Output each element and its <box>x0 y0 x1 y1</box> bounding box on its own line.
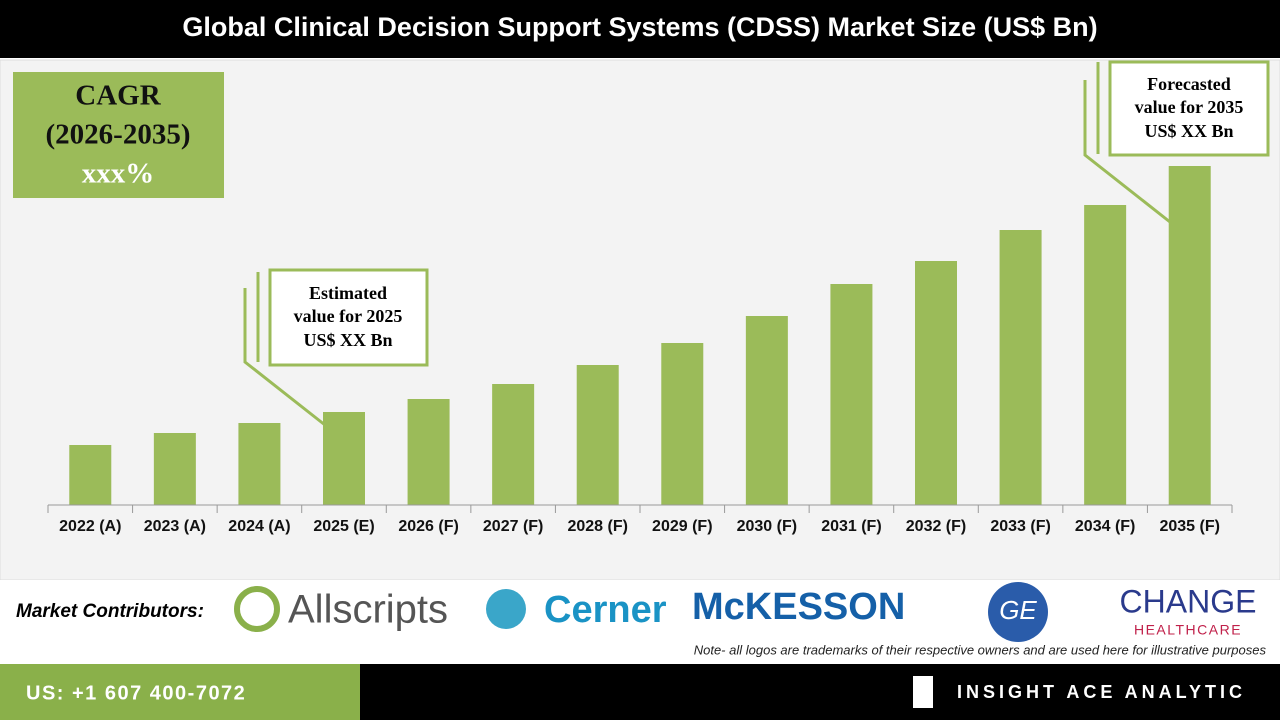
x-tick-label: 2035 (F) <box>1159 518 1219 535</box>
callout-text: value for 2035 <box>1135 97 1244 117</box>
logo: Cerner <box>544 589 667 631</box>
x-tick-label: 2025 (E) <box>313 518 374 535</box>
logo: CHANGE <box>1120 583 1257 619</box>
cagr-value: xxx% <box>82 158 155 190</box>
logo: McKESSON <box>692 586 905 628</box>
logo: GE <box>999 595 1037 625</box>
bars: 2022 (A) 2023 (A) 2024 (A) 2025 (E) 2026 (F)… <box>47 166 1233 535</box>
phone-band <box>0 664 360 720</box>
bar <box>238 423 281 505</box>
bar <box>1168 166 1211 505</box>
logo: Allscripts <box>288 588 448 632</box>
logo-icon <box>988 582 1048 642</box>
x-tick-label: 2023 (A) <box>144 518 206 535</box>
bar <box>915 261 957 505</box>
callout-text: US$ XX Bn <box>303 330 392 350</box>
x-tick-label: 2028 (F) <box>567 518 627 535</box>
brand-band <box>360 664 1280 720</box>
callout-text: US$ XX Bn <box>1144 121 1233 141</box>
logo-icon <box>234 586 280 632</box>
callout-text: Forecasted <box>1147 74 1231 94</box>
bar <box>1084 205 1127 505</box>
x-tick-label: 2031 (F) <box>821 518 881 535</box>
title-bar <box>0 0 1280 58</box>
bar <box>153 433 196 505</box>
estimate-callout-lines <box>243 268 429 427</box>
bar <box>745 316 788 505</box>
x-tick-label: 2029 (F) <box>652 518 712 535</box>
contributors-label: Market Contributors: <box>16 601 204 622</box>
x-tick-label: 2033 (F) <box>990 518 1050 535</box>
bar <box>69 445 112 505</box>
bar <box>407 399 450 505</box>
cagr-label: CAGR <box>75 80 161 112</box>
x-tick-label: 2034 (F) <box>1075 518 1135 535</box>
bar <box>830 284 873 505</box>
bar <box>661 343 704 505</box>
cagr-box <box>13 72 224 198</box>
callout-text: Estimated <box>309 283 387 303</box>
bar <box>576 365 619 505</box>
chart-title: Global Clinical Decision Support Systems… <box>182 12 1097 42</box>
logo: HEALTHCARE <box>1134 622 1242 638</box>
bar <box>999 230 1042 505</box>
bar <box>323 412 365 505</box>
x-tick-label: 2027 (F) <box>483 518 543 535</box>
contributors-band <box>0 580 1280 664</box>
brand: INSIGHT ACE ANALYTIC <box>957 682 1246 702</box>
x-tick-label: 2030 (F) <box>737 518 797 535</box>
x-tick-label: 2026 (F) <box>398 518 458 535</box>
brand-icon <box>913 676 933 708</box>
cagr-period: (2026-2035) <box>46 119 191 151</box>
x-tick-label: 2022 (A) <box>59 518 121 535</box>
note: Note- all logos are trademarks of their … <box>694 642 1267 657</box>
x-tick-label: 2032 (F) <box>906 518 966 535</box>
callout-text: value for 2025 <box>294 306 403 326</box>
bar <box>492 384 535 505</box>
phone: US: +1 607 400-7072 <box>26 682 246 704</box>
forecast-callout-lines <box>1083 60 1270 224</box>
x-tick-label: 2024 (A) <box>228 518 290 535</box>
logo-icon <box>486 589 526 629</box>
